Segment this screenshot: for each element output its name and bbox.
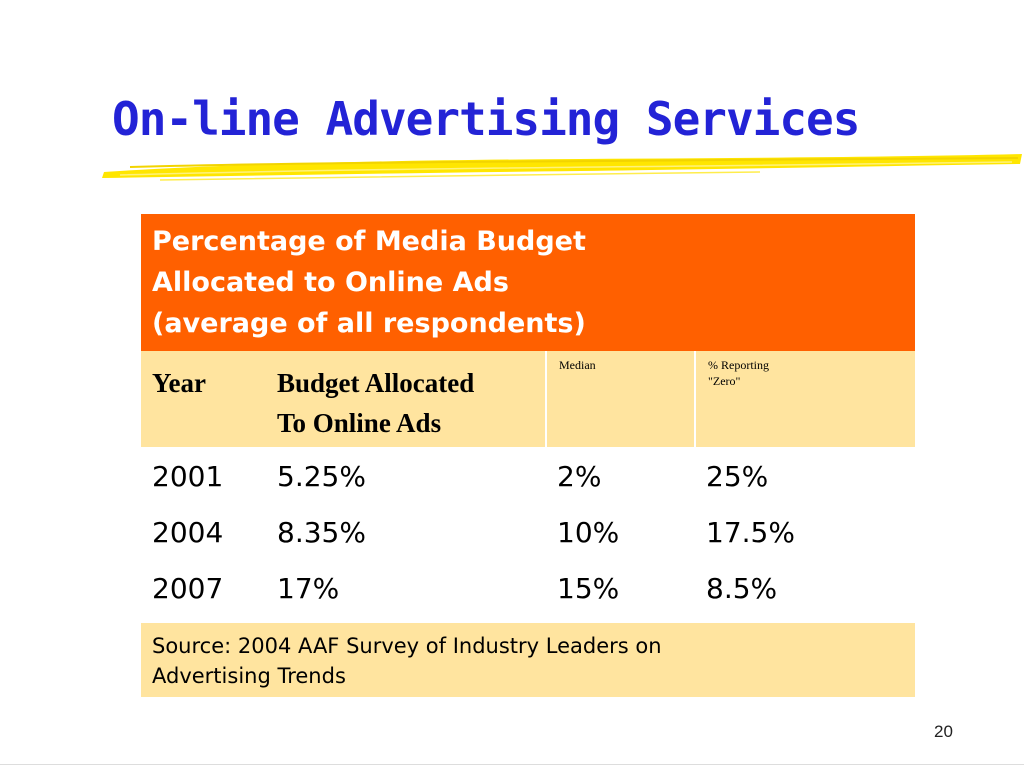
table-row: 2004 8.35% 10% 17.5% bbox=[141, 505, 915, 561]
table-row: 2007 17% 15% 8.5% bbox=[141, 561, 915, 617]
footer-divider bbox=[0, 764, 1024, 765]
budget-table: Percentage of Media Budget Allocated to … bbox=[141, 214, 915, 697]
cell-year: 2001 bbox=[152, 460, 224, 493]
header-year: Year bbox=[141, 351, 266, 447]
slide-title: On-line Advertising Services bbox=[112, 92, 860, 146]
cell-year: 2007 bbox=[152, 572, 224, 605]
header-budget: Budget Allocated To Online Ads bbox=[266, 351, 546, 447]
source-line-2: Advertising Trends bbox=[152, 664, 346, 688]
cell-median: 10% bbox=[557, 516, 620, 549]
table-row: 2001 5.25% 2% 25% bbox=[141, 447, 915, 505]
cell-budget: 5.25% bbox=[277, 460, 366, 493]
cell-reporting-zero: 17.5% bbox=[706, 516, 795, 549]
caption-line-2: Allocated to Online Ads bbox=[152, 267, 509, 298]
cell-reporting-zero: 25% bbox=[706, 460, 769, 493]
caption-line-3: (average of all respondents) bbox=[152, 308, 586, 339]
header-reporting-zero: % Reporting "Zero" bbox=[694, 351, 915, 447]
cell-reporting-zero: 8.5% bbox=[706, 572, 778, 605]
yellow-brush-underline bbox=[102, 154, 1022, 181]
cell-median: 2% bbox=[557, 460, 602, 493]
header-median: Median bbox=[545, 351, 695, 447]
caption-line-1: Percentage of Media Budget bbox=[152, 226, 586, 257]
table-caption: Percentage of Media Budget Allocated to … bbox=[141, 214, 915, 351]
cell-budget: 8.35% bbox=[277, 516, 366, 549]
cell-budget: 17% bbox=[277, 572, 340, 605]
source-note: Source: 2004 AAF Survey of Industry Lead… bbox=[141, 623, 915, 697]
cell-year: 2004 bbox=[152, 516, 224, 549]
cell-median: 15% bbox=[557, 572, 620, 605]
header-row: Year Budget Allocated To Online Ads Medi… bbox=[141, 351, 915, 447]
source-line-1: Source: 2004 AAF Survey of Industry Lead… bbox=[152, 634, 662, 658]
page-number: 20 bbox=[934, 722, 953, 741]
